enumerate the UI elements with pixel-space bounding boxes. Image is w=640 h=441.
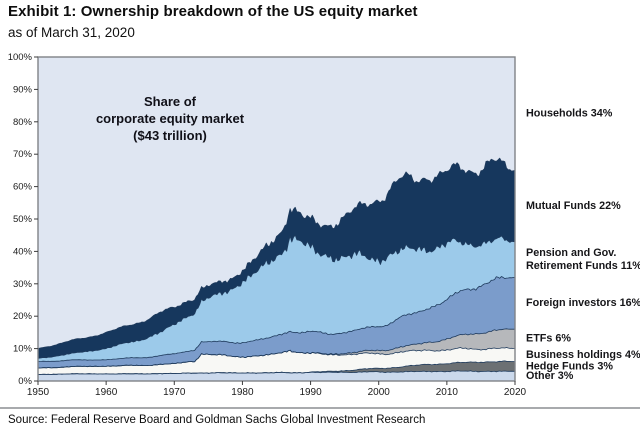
divider-line [0,407,640,409]
series-label-other: Other 3% [526,370,574,382]
series-label-households: Households 34% [526,108,613,120]
chart-annotation: Share of corporate equity market ($43 tr… [58,93,282,144]
x-axis-tick-label: 2000 [368,387,391,398]
exhibit-subtitle: as of March 31, 2020 [8,25,135,40]
y-axis-tick-label: 100% [8,52,33,63]
area-business-holdings [38,347,515,375]
x-axis-tick-label: 1980 [231,387,254,398]
x-axis-tick-label: 1970 [163,387,186,398]
outline-mutual-funds [37,157,516,349]
area-foreign-investors [38,276,515,368]
y-axis-tick-label: 10% [13,344,33,355]
y-axis-tick-label: 90% [13,84,33,95]
series-label-etfs: ETFs 6% [526,333,571,345]
series-label-pension-and-gov-retirement-funds: Retirement Funds 11% [526,260,640,272]
annotation-line-3: ($43 trillion) [133,128,207,143]
outline-pension-and-gov-retirement-funds [37,234,516,359]
y-axis-tick-label: 30% [13,279,33,290]
exhibit-title: Exhibit 1: Ownership breakdown of the US… [8,3,418,20]
y-axis-tick-label: 0% [18,376,32,387]
series-label-pension-and-gov-retirement-funds: Pension and Gov. [526,247,616,259]
y-axis-tick-label: 80% [13,117,33,128]
y-axis-tick-label: 50% [13,214,33,225]
x-axis-tick-label: 2010 [436,387,459,398]
area-mutual-funds [38,158,515,359]
x-axis-tick-label: 1960 [95,387,118,398]
source-note: Source: Federal Reserve Board and Goldma… [8,414,426,426]
x-axis-tick-label: 1950 [27,387,50,398]
series-label-mutual-funds: Mutual Funds 22% [526,200,621,212]
y-axis-tick-label: 40% [13,246,33,257]
series-label-business-holdings: Business holdings 4% [526,349,640,361]
series-label-foreign-investors: Foreign investors 16% [526,297,640,309]
annotation-line-1: Share of [143,94,196,109]
outline-foreign-investors [37,276,516,362]
area-hedge-funds [38,360,515,375]
y-axis-tick-label: 60% [13,182,33,193]
annotation-line-2: corporate equity market [95,111,245,126]
outline-hedge-funds [38,360,516,375]
area-etfs [38,328,515,368]
series-label-hedge-funds: Hedge Funds 3% [526,360,613,372]
y-axis-tick-label: 70% [13,149,33,160]
y-axis-tick-label: 20% [13,311,33,322]
x-axis-tick-label: 2020 [504,387,527,398]
outline-etfs [38,328,515,369]
area-pension-and-gov-retirement-funds [38,235,515,362]
x-axis-tick-label: 1990 [299,387,322,398]
area-other [38,370,515,381]
